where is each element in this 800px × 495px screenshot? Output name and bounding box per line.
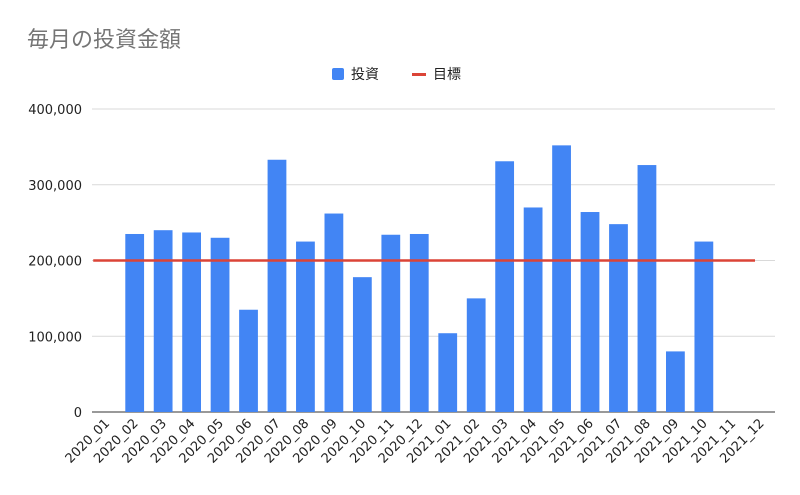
legend-swatch-line [412,72,426,76]
chart-title: 毎月の投資金額 [27,28,182,53]
legend-label-line-series: 目標 [433,67,461,83]
x-axis-tick-labels: 2020_012020_022020_032020_042020_052020_… [63,416,768,466]
bar [580,212,600,412]
bar [182,232,201,412]
bar [267,159,287,412]
y-tick-label: 100,000 [28,330,82,345]
bar [153,230,173,412]
bar [352,277,372,412]
y-tick-label: 400,000 [28,103,82,118]
bar [210,237,230,412]
bar [552,145,571,413]
y-axis-tick-labels: 0 100,000 200,000 300,000 400,000 [28,103,82,421]
y-tick-label: 0 [74,406,82,421]
legend-swatch-bar [332,68,344,80]
bar [666,351,685,412]
legend-item-bar-series: 投資 [332,64,379,84]
bar [125,233,145,412]
bar-series [125,145,714,413]
bar [324,213,344,412]
y-tick-label: 300,000 [28,179,82,194]
bar [466,298,486,412]
legend-item-line-series: 目標 [412,64,461,84]
bar [495,161,515,412]
bar [296,241,315,412]
bar [409,233,429,412]
bar [609,224,628,412]
bar [523,207,543,412]
bar [637,165,657,412]
bar [694,241,714,412]
legend: 投資 目標 [0,64,800,84]
y-tick-label: 200,000 [28,255,82,270]
legend-label-bar-series: 投資 [351,67,379,83]
bar [239,309,258,412]
bar [381,234,401,412]
bar [438,333,458,412]
